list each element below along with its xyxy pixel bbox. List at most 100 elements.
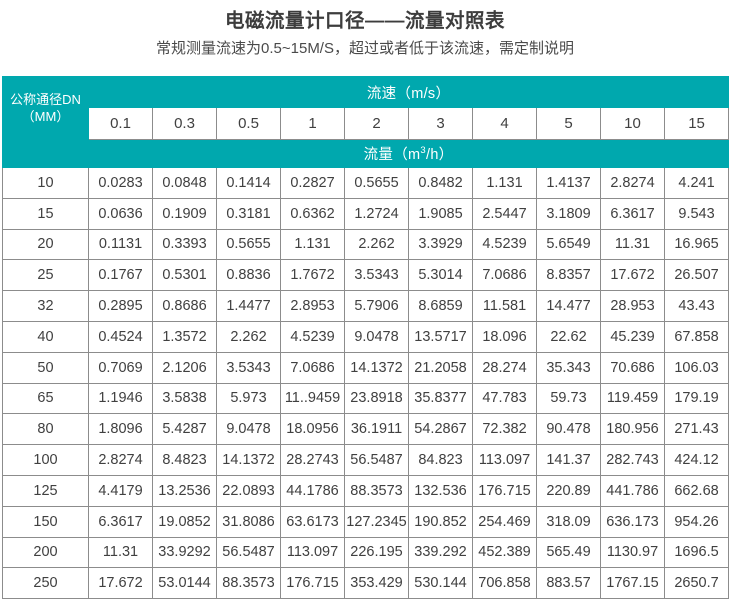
cell-flow-value: 0.1909 xyxy=(152,197,217,230)
cell-flow-value: 47.783 xyxy=(472,382,537,415)
cell-flow-value: 1696.5 xyxy=(663,536,730,569)
header-nominal-diameter-line2: （MM） xyxy=(21,109,70,124)
cell-flow-value: 2.5447 xyxy=(472,197,537,230)
cell-flow-value: 11.581 xyxy=(472,290,537,322)
cell-flow-value: 54.2867 xyxy=(408,413,473,446)
cell-flow-value: 28.274 xyxy=(472,351,537,384)
cell-flow-value: 2.8274 xyxy=(600,167,665,199)
cell-flow-value: 70.686 xyxy=(600,351,665,384)
cell-flow-value: 67.858 xyxy=(663,320,730,353)
cell-flow-value: 4.4179 xyxy=(88,474,153,507)
header-flow-group-superscript: 3 xyxy=(420,145,426,157)
cell-flow-value: 0.6362 xyxy=(280,197,345,230)
cell-flow-value: 7.0686 xyxy=(472,259,537,292)
cell-flow-value: 18.0956 xyxy=(280,413,345,446)
cell-flow-value: 2.262 xyxy=(216,320,281,353)
cell-flow-value: 0.5301 xyxy=(152,259,217,292)
header-velocity-9: 15 xyxy=(663,107,730,140)
header-velocity-5: 3 xyxy=(408,107,473,140)
cell-flow-value: 132.536 xyxy=(408,474,473,507)
cell-flow-value: 662.68 xyxy=(663,474,730,507)
cell-flow-value: 282.743 xyxy=(600,444,665,476)
cell-nominal-diameter: 25 xyxy=(2,259,89,292)
cell-flow-value: 11.31 xyxy=(88,536,153,569)
cell-flow-value: 45.239 xyxy=(600,320,665,353)
cell-flow-value: 180.956 xyxy=(600,413,665,446)
cell-flow-value: 3.1809 xyxy=(536,197,601,230)
cell-flow-value: 119.459 xyxy=(600,382,665,415)
cell-flow-value: 318.09 xyxy=(536,505,601,538)
cell-flow-value: 2.262 xyxy=(344,228,409,261)
cell-flow-value: 176.715 xyxy=(472,474,537,507)
cell-flow-value: 17.672 xyxy=(600,259,665,292)
cell-flow-value: 0.3181 xyxy=(216,197,281,230)
table-row: 100 2.8274 8.4823 14.1372 28.2743 56.5487 84.8… xyxy=(2,444,730,476)
cell-flow-value: 1130.97 xyxy=(600,536,665,569)
cell-flow-value: 3.5343 xyxy=(216,351,281,384)
table-row: 200 11.31 33.9292 56.5487 113.097 226.195 339.… xyxy=(2,536,730,569)
cell-nominal-diameter: 10 xyxy=(2,167,89,199)
cell-flow-value: 2.8953 xyxy=(280,290,345,322)
cell-flow-value: 353.429 xyxy=(344,567,409,599)
cell-flow-value: 14.1372 xyxy=(344,351,409,384)
table-row: 40 0.4524 1.3572 2.262 4.5239 9.0478 13.5717 18… xyxy=(2,320,730,353)
cell-flow-value: 5.3014 xyxy=(408,259,473,292)
cell-flow-value: 2650.7 xyxy=(663,567,730,599)
cell-flow-value: 5.7906 xyxy=(344,290,409,322)
cell-flow-value: 883.57 xyxy=(536,567,601,599)
table-row: 10 0.0283 0.0848 0.1414 0.2827 0.5655 0.8482 1.… xyxy=(2,167,730,199)
cell-flow-value: 3.3929 xyxy=(408,228,473,261)
cell-flow-value: 3.5343 xyxy=(344,259,409,292)
header-row-flow-group: 流量（m3/h） xyxy=(2,139,730,168)
cell-flow-value: 33.9292 xyxy=(152,536,217,569)
cell-flow-value: 113.097 xyxy=(280,536,345,569)
cell-flow-value: 35.343 xyxy=(536,351,601,384)
page-title: 电磁流量计口径——流量对照表 xyxy=(224,10,505,32)
cell-flow-value: 8.4823 xyxy=(152,444,217,476)
table-body: 10 0.0283 0.0848 0.1414 0.2827 0.5655 0.8482 1.… xyxy=(2,167,730,599)
cell-flow-value: 31.8086 xyxy=(216,505,281,538)
cell-flow-value: 56.5487 xyxy=(344,444,409,476)
cell-nominal-diameter: 100 xyxy=(2,444,89,476)
cell-flow-value: 9.0478 xyxy=(216,413,281,446)
header-velocity-7: 5 xyxy=(536,107,601,140)
cell-flow-value: 90.478 xyxy=(536,413,601,446)
header-row-velocity-group: 公称通径DN （MM） 流速（m/s） xyxy=(2,76,730,140)
cell-flow-value: 2.1206 xyxy=(152,351,217,384)
cell-flow-value: 1.131 xyxy=(280,228,345,261)
header-nominal-diameter: 公称通径DN （MM） xyxy=(2,76,89,140)
cell-flow-value: 954.26 xyxy=(663,505,730,538)
cell-flow-value: 271.43 xyxy=(663,413,730,446)
cell-flow-value: 6.3617 xyxy=(88,505,153,538)
cell-flow-value: 0.8686 xyxy=(152,290,217,322)
flow-comparison-table: 公称通径DN （MM） 流速（m/s） 0.1 0.3 0.5 1 2 3 4 … xyxy=(2,76,730,599)
cell-flow-value: 176.715 xyxy=(280,567,345,599)
page-subtitle: 常规测量流速为0.5~15M/S，超过或者低于该流速，需定制说明 xyxy=(156,40,574,57)
cell-flow-value: 36.1911 xyxy=(344,413,409,446)
cell-flow-value: 53.0144 xyxy=(152,567,217,599)
cell-flow-value: 6.3617 xyxy=(600,197,665,230)
cell-flow-value: 441.786 xyxy=(600,474,665,507)
header-velocity-8: 10 xyxy=(600,107,665,140)
cell-flow-value: 16.965 xyxy=(663,228,730,261)
cell-nominal-diameter: 65 xyxy=(2,382,89,415)
cell-flow-value: 5.4287 xyxy=(152,413,217,446)
table-row: 32 0.2895 0.8686 1.4477 2.8953 5.7906 8.6859 11… xyxy=(2,290,730,322)
header-velocity-3: 1 xyxy=(280,107,345,140)
cell-flow-value: 565.49 xyxy=(536,536,601,569)
header-flow-group-prefix: 流量（m xyxy=(363,147,421,163)
cell-flow-value: 0.1131 xyxy=(88,228,153,261)
cell-flow-value: 0.3393 xyxy=(152,228,217,261)
cell-flow-value: 220.89 xyxy=(536,474,601,507)
cell-flow-value: 0.0848 xyxy=(152,167,217,199)
cell-flow-value: 8.6859 xyxy=(408,290,473,322)
cell-nominal-diameter: 150 xyxy=(2,505,89,538)
cell-flow-value: 28.953 xyxy=(600,290,665,322)
header-velocity-group: 流速（m/s） xyxy=(87,76,730,108)
cell-flow-value: 5.973 xyxy=(216,382,281,415)
cell-flow-value: 0.5655 xyxy=(344,167,409,199)
cell-flow-value: 88.3573 xyxy=(216,567,281,599)
cell-flow-value: 3.5838 xyxy=(152,382,217,415)
cell-flow-value: 72.382 xyxy=(472,413,537,446)
cell-flow-value: 11..9459 xyxy=(280,382,345,415)
